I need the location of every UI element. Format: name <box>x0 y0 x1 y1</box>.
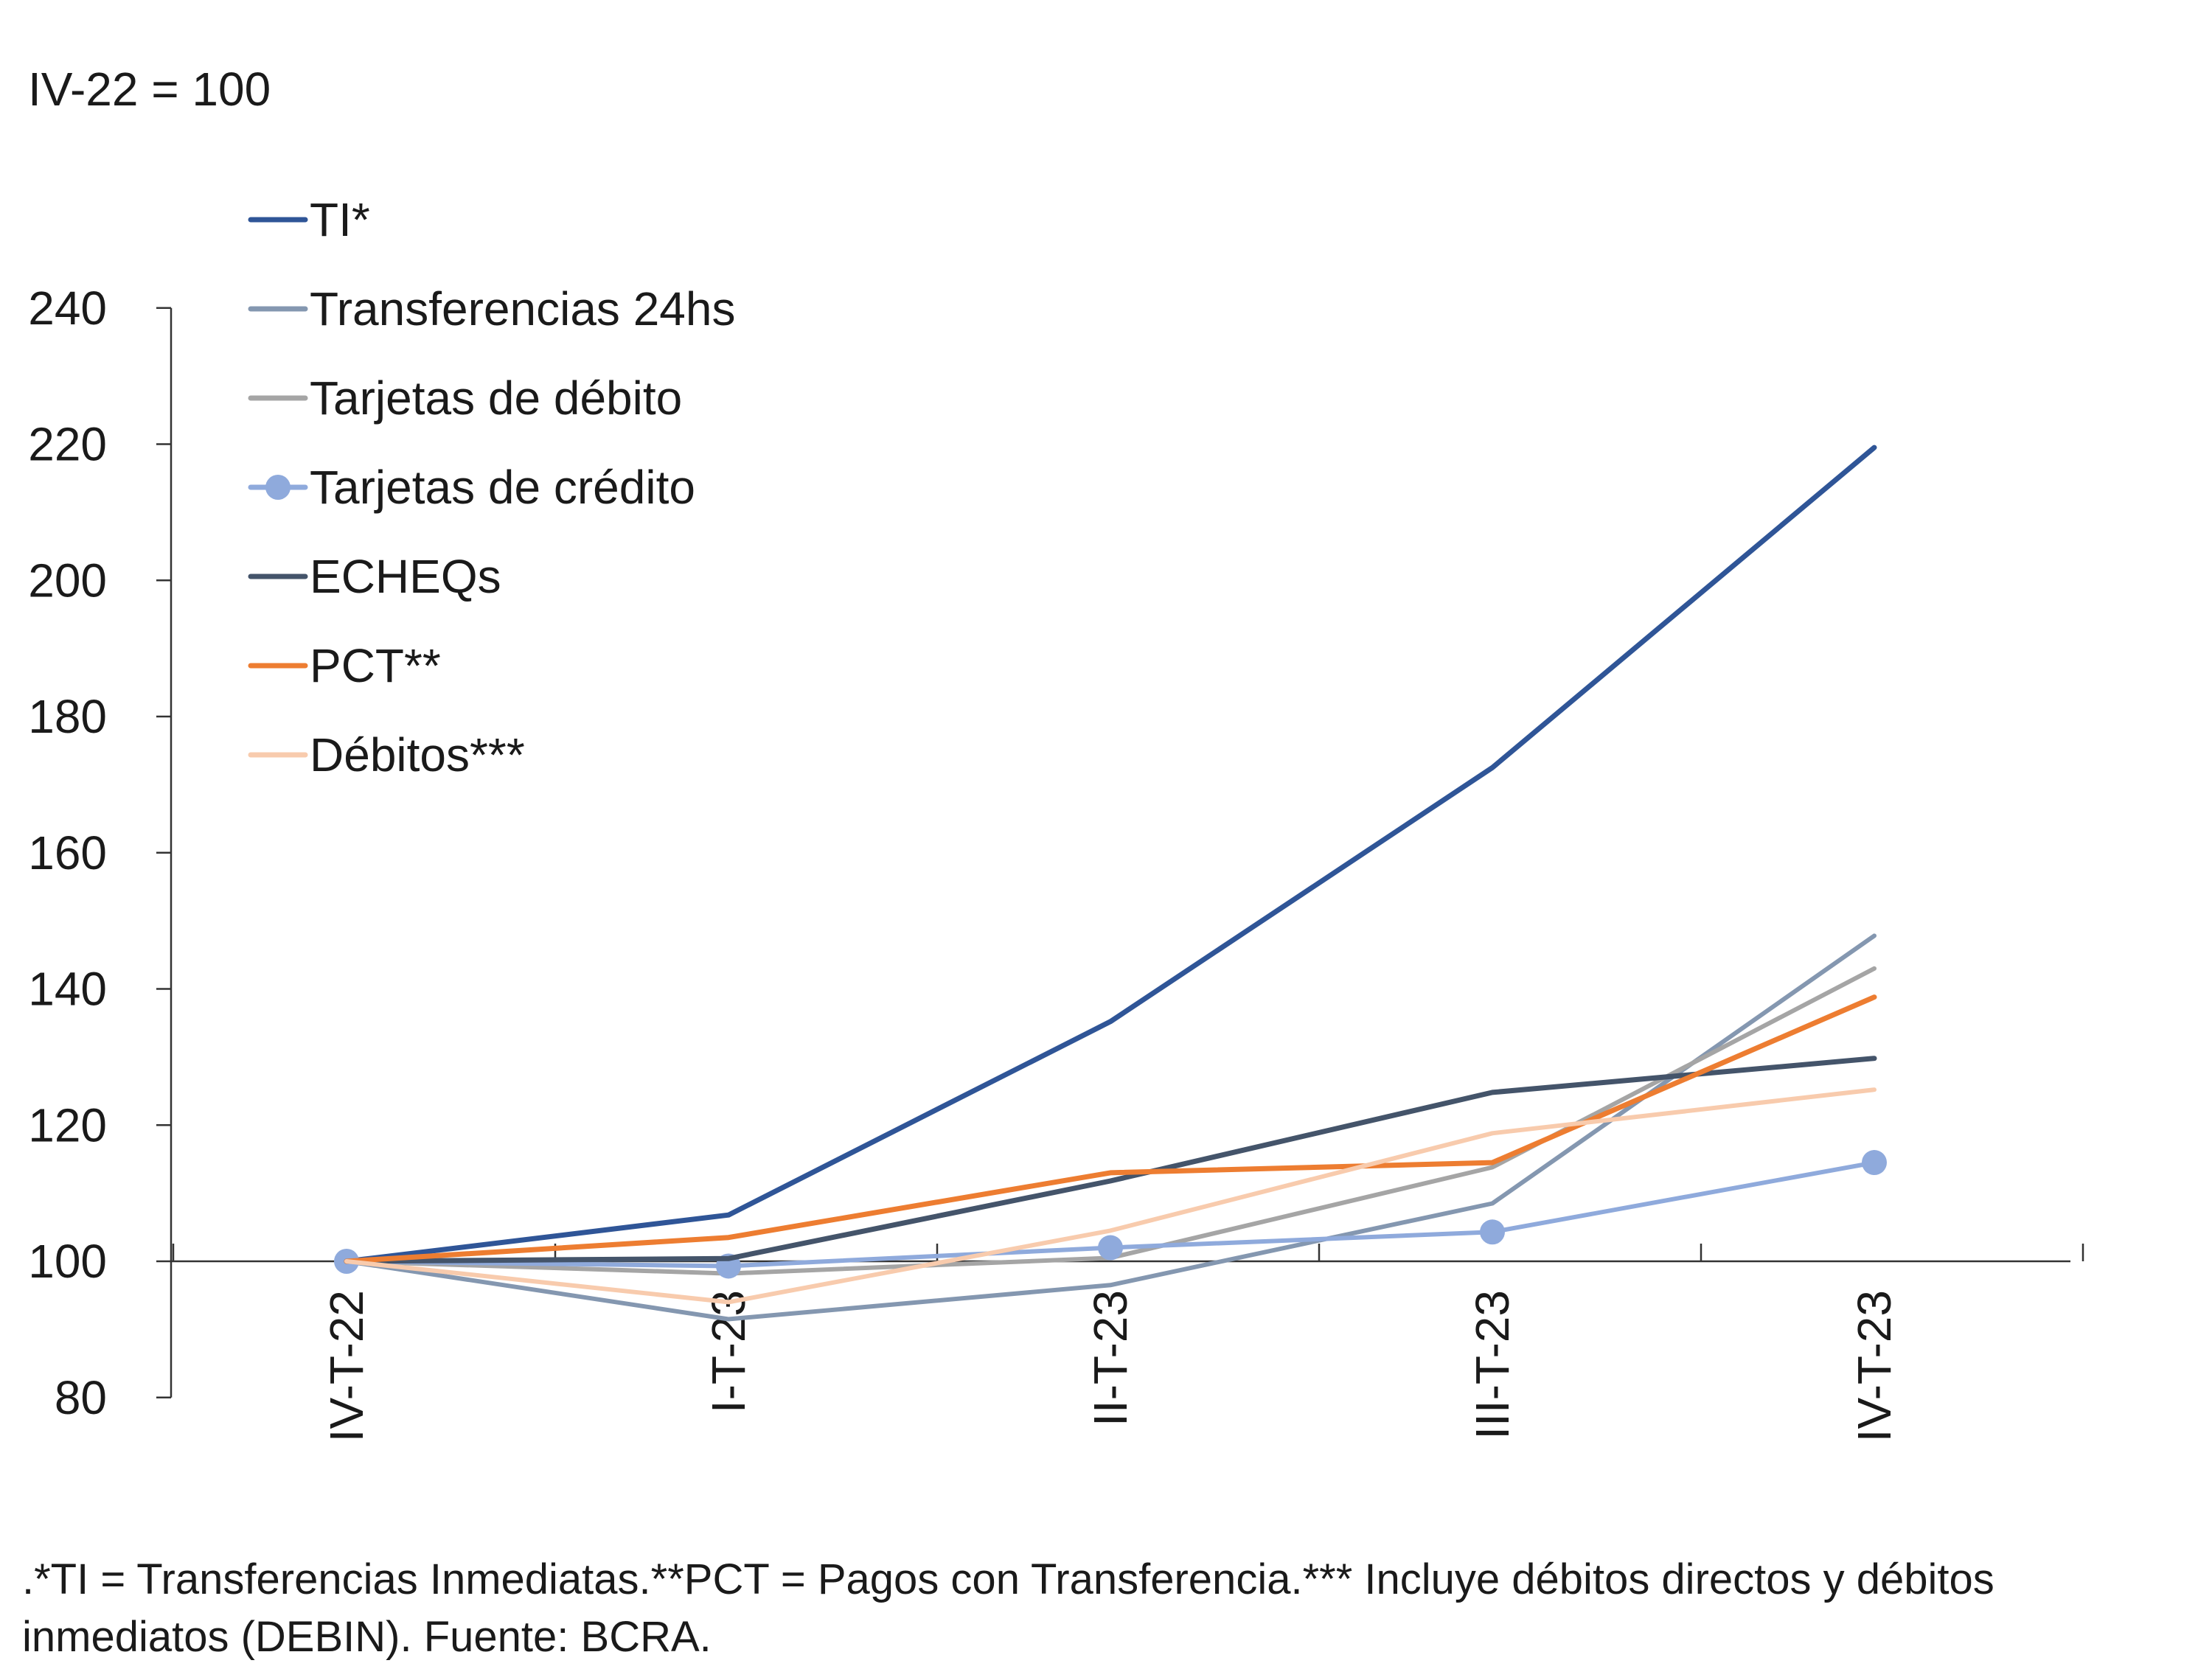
y-tick-label: 140 <box>28 963 107 1016</box>
series-line-ti <box>344 445 1877 1264</box>
series-line-echeqs <box>344 1056 1877 1264</box>
y-tick-label: 80 <box>55 1371 107 1424</box>
axes: 80 100 120 140 160 180 200 220 240 IV-T-22 I-T-23 I… <box>28 282 2084 1442</box>
legend-label-transferencias-24hs: Transferencias 24hs <box>310 282 735 335</box>
legend-label-echeqs: ECHEQs <box>310 550 501 603</box>
y-tick-label: 200 <box>28 554 107 607</box>
footnote: .*TI = Transferencias Inmediatas.**PCT =… <box>22 1555 1994 1661</box>
y-tick-label: 240 <box>28 282 107 335</box>
x-tick-label: I-T-23 <box>702 1290 755 1413</box>
legend-label-tarjetas-de-cr-dito: Tarjetas de crédito <box>310 461 695 514</box>
y-tick-label: 120 <box>28 1098 107 1151</box>
series-marker-tarjetas-de-cr-dito <box>1862 1150 1887 1176</box>
y-tick-label: 220 <box>28 418 107 471</box>
series-marker-tarjetas-de-cr-dito <box>1098 1235 1123 1261</box>
series-line-d-bitos <box>344 1087 1877 1305</box>
legend-label-tarjetas-de-d-bito: Tarjetas de débito <box>310 372 682 425</box>
series-line-pct <box>344 994 1877 1264</box>
legend-label-pct: PCT** <box>310 639 441 692</box>
legend-label-d-bitos: Débitos*** <box>310 728 525 781</box>
series-line-tarjetas-de-d-bito <box>344 966 1877 1276</box>
y-tick-label: 160 <box>28 826 107 879</box>
series-line-transferencias-24hs <box>344 933 1877 1322</box>
legend-marker-tarjetas-de-cr-dito <box>265 475 291 500</box>
y-tick-label: 100 <box>28 1235 107 1288</box>
y-unit-label: IV-22 = 100 <box>28 63 271 116</box>
x-tick-label: III-T-23 <box>1466 1290 1519 1440</box>
x-tick-label: IV-T-23 <box>1848 1290 1901 1442</box>
legend-label-ti: TI* <box>310 193 370 246</box>
x-tick-label: IV-T-22 <box>320 1290 373 1442</box>
series-lines <box>334 445 1887 1322</box>
legend: TI* Transferencias 24hs Tarjetas de débito… <box>248 193 735 781</box>
series-marker-tarjetas-de-cr-dito <box>1480 1219 1505 1245</box>
y-tick-label: 180 <box>28 690 107 743</box>
x-tick-label: II-T-23 <box>1084 1290 1137 1426</box>
line-chart: 80 100 120 140 160 180 200 220 240 IV-T-22 I-T-23 I… <box>28 193 2084 1442</box>
